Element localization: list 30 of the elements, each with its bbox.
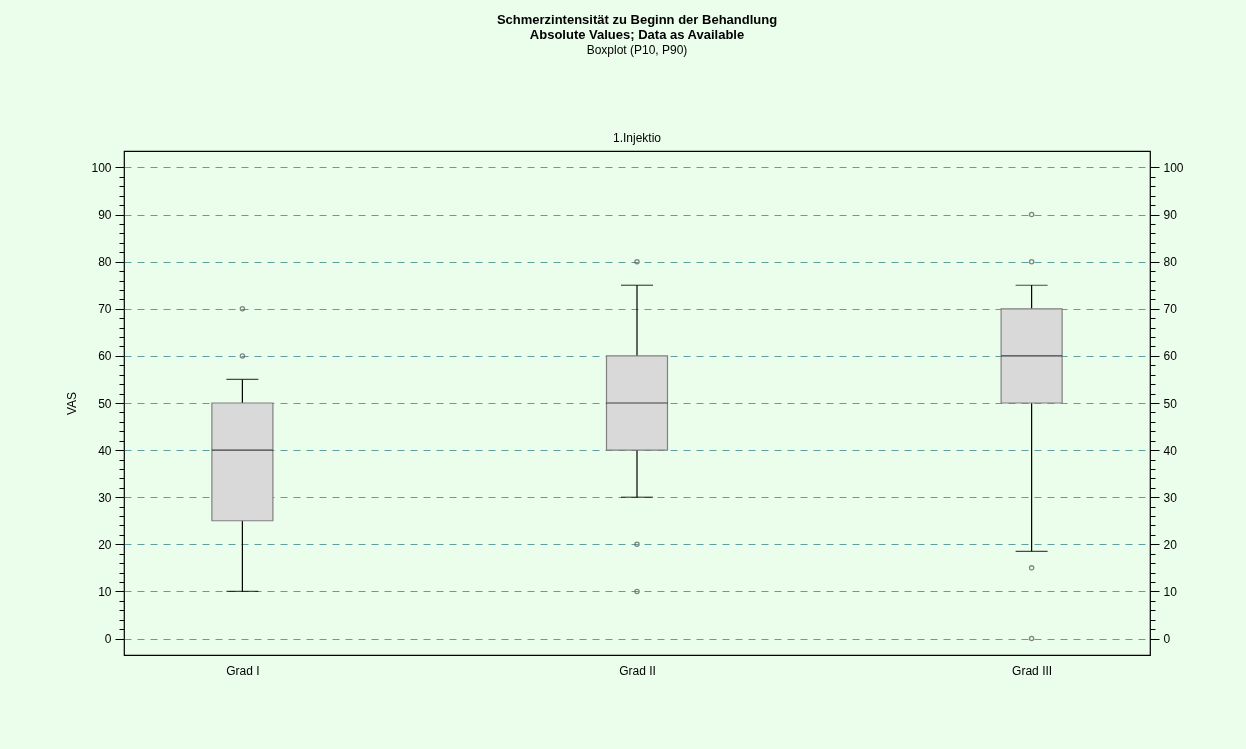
y2-tick-label: 90: [1163, 208, 1178, 223]
y2-tick-label: 20: [1163, 537, 1178, 552]
y-tick-label: 70: [98, 302, 112, 317]
y2-tick-label: 80: [1163, 255, 1178, 270]
y2-tick-label: 50: [1163, 396, 1178, 411]
text: Boxplot (P10, P90): [586, 43, 688, 57]
y-axis-title: VAS: [65, 391, 80, 416]
x-tick-label: Grad III: [1012, 663, 1053, 678]
y2-tick-label: 70: [1163, 302, 1178, 317]
y-tick-label: 40: [98, 443, 112, 458]
x-tick-label: Grad I: [226, 663, 260, 678]
y-tick-label: 0: [104, 632, 112, 647]
chart-title: Schmerzintensität zu Beginn der Behandlung: [496, 12, 778, 27]
y-tick-label: 10: [98, 584, 112, 599]
y2-tick-label: 0: [1163, 632, 1171, 647]
y2-tick-label: 30: [1163, 490, 1178, 505]
y2-tick-label: 100: [1163, 160, 1184, 175]
chart-subtitle: Absolute Values; Data as Available: [529, 27, 745, 42]
x-tick-label: Grad II: [619, 663, 656, 678]
y-tick-label: 90: [98, 208, 112, 223]
y-tick-label: 50: [98, 396, 112, 411]
y2-tick-label: 10: [1163, 584, 1178, 599]
y-tick-label: 60: [98, 349, 112, 364]
y2-tick-label: 60: [1163, 349, 1178, 364]
y-tick-label: 80: [98, 255, 112, 270]
y-tick-label: 20: [98, 537, 112, 552]
y-tick-label: 30: [98, 490, 112, 505]
text: 1.Injektio: [612, 131, 662, 145]
y-tick-label: 100: [91, 160, 112, 175]
y2-tick-label: 40: [1163, 443, 1178, 458]
